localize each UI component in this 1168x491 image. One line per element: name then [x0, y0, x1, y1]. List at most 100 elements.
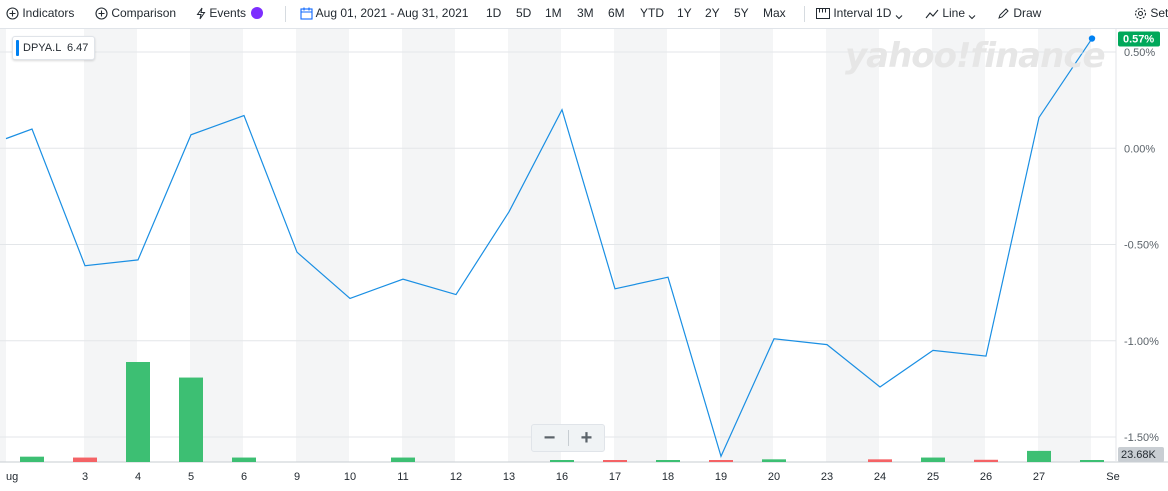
x-tick-label: 12 — [450, 471, 462, 483]
legend-symbol: DPYA.L — [23, 42, 61, 54]
range-6m[interactable]: 6M — [608, 6, 625, 20]
volume-bar — [603, 460, 627, 462]
day-band — [932, 29, 985, 462]
zoom-divider — [568, 430, 569, 446]
pencil-icon — [998, 8, 1009, 19]
y-tick-label: -1.00% — [1124, 336, 1159, 348]
events-badge-icon — [251, 7, 264, 19]
interval-dropdown[interactable]: Interval 1D — [816, 0, 903, 28]
volume-bar — [73, 457, 97, 462]
date-range-picker[interactable]: Aug 01, 2021 - Aug 31, 2021 — [300, 0, 468, 28]
y-tick-label: 0.50% — [1124, 47, 1155, 59]
comparison-button[interactable]: Comparison — [95, 0, 176, 28]
x-tick-label: 3 — [82, 471, 88, 483]
x-tick-label: 5 — [188, 471, 194, 483]
x-tick-label: 18 — [662, 471, 674, 483]
draw-label: Draw — [1013, 6, 1042, 20]
volume-bar — [974, 459, 998, 462]
settings-label: Set — [1150, 6, 1168, 20]
gear-icon — [1134, 7, 1147, 20]
x-tick-label: 11 — [397, 471, 408, 483]
day-band — [826, 29, 879, 462]
range-ytd[interactable]: YTD — [640, 6, 664, 20]
chart-type-dropdown[interactable]: Line — [925, 0, 976, 28]
x-tick-label: 23 — [821, 471, 833, 483]
price-chart[interactable]: 0.50% 0.00% -0.50% -1.00% -1.50% 0.57% 23.68K u… — [0, 29, 1168, 491]
zoom-controls: − + — [531, 424, 605, 452]
range-5y[interactable]: 5Y — [734, 6, 749, 20]
y-tick-label: -0.50% — [1124, 240, 1159, 252]
legend-value: 6.47 — [66, 42, 89, 54]
chart-toolbar: Indicators Comparison Events Aug 01, 202… — [0, 0, 1168, 29]
x-tick-label: 4 — [135, 471, 141, 483]
x-tick-label: 17 — [609, 471, 621, 483]
day-band — [296, 29, 349, 462]
date-range-label: Aug 01, 2021 - Aug 31, 2021 — [315, 6, 469, 20]
x-tick-label: 26 — [980, 471, 992, 483]
x-tick-label: 20 — [768, 471, 780, 483]
volume-bar — [391, 457, 415, 462]
events-label: Events — [209, 6, 247, 20]
indicators-button[interactable]: Indicators — [6, 0, 74, 28]
range-5d[interactable]: 5D — [516, 6, 532, 20]
lightning-icon — [196, 7, 206, 20]
interval-value: 1D — [876, 6, 892, 20]
x-tick-label: 25 — [927, 471, 939, 483]
interval-label: Interval — [833, 6, 873, 20]
volume-bar — [921, 457, 945, 462]
last-value-badge — [1118, 31, 1160, 47]
plus-circle-icon — [6, 7, 19, 20]
volume-bar — [232, 457, 256, 462]
x-tick-label: 16 — [556, 471, 568, 483]
x-tick-label: 19 — [715, 471, 727, 483]
settings-button[interactable]: Set — [1134, 0, 1168, 28]
volume-bar — [1027, 450, 1051, 462]
volume-bar — [709, 460, 733, 462]
zoom-out-button[interactable]: − — [543, 427, 556, 449]
last-value-label: 0.57% — [1123, 34, 1154, 46]
yahoo-finance-logo: yahoo!finance — [845, 36, 1106, 76]
plus-circle-icon — [95, 7, 108, 20]
day-band — [720, 29, 773, 462]
range-3m[interactable]: 3M — [577, 6, 594, 20]
volume-bar — [762, 459, 786, 462]
range-max[interactable]: Max — [763, 6, 786, 20]
zoom-in-button[interactable]: + — [580, 427, 593, 449]
events-button[interactable]: Events — [196, 0, 264, 28]
line-chart-icon — [925, 9, 939, 19]
range-1d[interactable]: 1D — [486, 6, 502, 20]
volume-bar — [868, 459, 892, 462]
range-1m[interactable]: 1M — [545, 6, 562, 20]
x-tick-label: Se — [1106, 471, 1119, 483]
volume-bar — [1080, 460, 1104, 462]
chevron-down-icon — [895, 15, 903, 20]
x-tick-label: 24 — [874, 471, 886, 483]
series-color-marker — [16, 40, 19, 56]
x-tick-label: 9 — [294, 471, 300, 483]
x-tick-label: ug — [6, 471, 18, 483]
symbol-legend[interactable]: DPYA.L 6.47 — [12, 36, 96, 60]
day-band — [0, 29, 6, 462]
indicators-label: Indicators — [22, 6, 75, 20]
y-tick-label: -1.50% — [1124, 432, 1159, 444]
day-band — [614, 29, 667, 462]
calendar-icon — [300, 7, 313, 20]
range-1y[interactable]: 1Y — [677, 6, 692, 20]
volume-bar — [179, 377, 203, 462]
volume-bar — [656, 460, 680, 462]
line-label: Line — [942, 6, 966, 20]
divider — [804, 6, 805, 22]
price-line — [5, 38, 1093, 458]
volume-bar — [126, 362, 150, 462]
day-band — [402, 29, 455, 462]
y-tick-label: 0.00% — [1124, 143, 1155, 155]
volume-bar — [550, 460, 574, 462]
volume-value-label: 23.68K — [1121, 449, 1157, 461]
range-2y[interactable]: 2Y — [705, 6, 720, 20]
x-tick-label: 10 — [344, 471, 356, 483]
comparison-label: Comparison — [111, 6, 177, 20]
ruler-icon — [816, 8, 830, 19]
draw-button[interactable]: Draw — [997, 0, 1041, 28]
day-band — [508, 29, 561, 462]
last-price-dot — [1088, 35, 1096, 42]
